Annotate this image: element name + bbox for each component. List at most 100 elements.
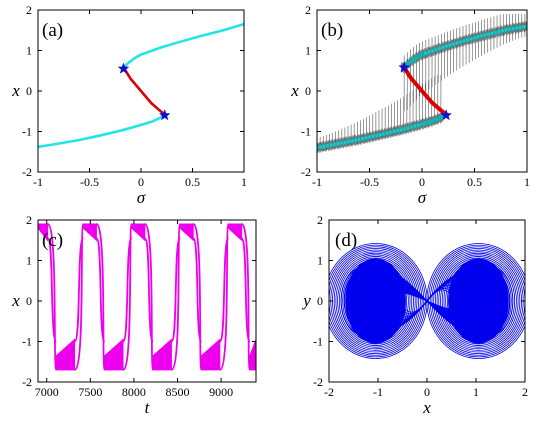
branch-marker	[513, 25, 520, 31]
transition-curve	[46, 223, 58, 371]
branch-marker	[517, 24, 523, 31]
branch-marker	[352, 137, 359, 143]
branch-marker	[422, 50, 429, 56]
x-tick-label: 1	[241, 175, 247, 189]
phase-lobe-fill	[448, 258, 509, 344]
branch-marker	[328, 142, 334, 148]
y-tick-label: -2	[313, 375, 323, 389]
y-tick-label: -1	[301, 125, 311, 139]
phase-lobe	[329, 243, 428, 359]
branch-unstable-middle	[402, 65, 449, 117]
branch-marker	[349, 138, 355, 144]
y-tick-label: 0	[305, 84, 311, 98]
branch-marker	[317, 144, 324, 150]
branch-marker	[373, 132, 380, 139]
x-tick-label: 8000	[122, 385, 146, 399]
phase-lobe	[335, 254, 416, 348]
plot-layer	[329, 243, 525, 359]
branch-marker	[412, 123, 418, 129]
plot-layer	[317, 14, 527, 153]
branch-marker	[471, 35, 478, 41]
low-band	[104, 338, 124, 371]
x-tick-label: 7500	[78, 385, 102, 399]
x-tick-label: 1	[524, 175, 530, 189]
y-tick-label: 2	[317, 213, 323, 227]
branch-marker	[324, 143, 331, 149]
x-tick-label: 7000	[35, 385, 59, 399]
y-tick-label: -1	[22, 125, 32, 139]
x-tick-label: -1	[33, 175, 43, 189]
branch-marker	[317, 145, 320, 151]
branch-marker	[503, 27, 509, 33]
branch-marker	[366, 134, 373, 140]
y-tick-label: 0	[317, 294, 323, 308]
branch-stable-upper	[402, 24, 527, 70]
fold-point-star	[158, 109, 171, 121]
transition-curve	[170, 223, 182, 371]
branch-marker	[443, 43, 450, 49]
phase-lobe	[426, 243, 525, 359]
x-tick-label: -2	[324, 385, 334, 399]
branch-marker	[468, 36, 474, 42]
x-axis-label: t	[145, 398, 151, 417]
phase-lobe	[440, 256, 517, 346]
fold-point-star	[117, 62, 130, 74]
plot-layer	[38, 223, 256, 371]
high-band	[131, 223, 146, 242]
panel-label: (a)	[42, 20, 63, 41]
fold-point-star	[440, 109, 453, 121]
x-tick-label: 0.5	[467, 175, 482, 189]
branch-marker	[394, 128, 401, 134]
branch-stable-lower	[38, 113, 166, 149]
phase-lobe	[329, 247, 423, 355]
fold-point-star	[398, 61, 411, 73]
branch-marker	[475, 34, 481, 40]
x-tick-label: 9000	[209, 385, 233, 399]
plot-layer	[38, 22, 244, 149]
branch-marker	[454, 40, 460, 46]
high-band	[38, 223, 49, 242]
branch-unstable-middle	[122, 66, 166, 116]
y-tick-label: 2	[26, 213, 32, 227]
branch-marker	[492, 29, 499, 36]
branch-marker	[464, 37, 471, 43]
phase-lobe	[329, 246, 425, 356]
branch-marker	[457, 39, 464, 45]
branch-marker	[436, 45, 443, 52]
branch-marker	[478, 33, 485, 39]
branch-marker	[335, 141, 341, 147]
branch-marker	[380, 131, 387, 137]
phase-lobe	[436, 252, 521, 350]
transition-curve	[122, 223, 133, 371]
panel-label: (d)	[335, 230, 357, 251]
y-axis-label: x	[11, 291, 20, 310]
y-tick-label: -2	[22, 165, 32, 179]
branch-marker	[489, 30, 495, 36]
transition-curve	[73, 223, 85, 371]
branch-marker	[384, 130, 390, 136]
panel-d: -2 -1 0 1 2 -2 -1 0 1 2 x y (d)	[301, 213, 528, 417]
x-tick-label: 0	[138, 175, 144, 189]
x-tick-label: -1	[373, 385, 383, 399]
phase-lobe	[431, 247, 525, 355]
branch-marker	[510, 26, 516, 32]
branch-marker	[401, 126, 408, 132]
x-tick-label: 0.5	[185, 175, 200, 189]
branch-marker	[450, 41, 457, 47]
low-band	[152, 338, 172, 371]
panel-label: (b)	[321, 20, 343, 41]
branch-stable-upper	[122, 22, 244, 69]
y-tick-label: 0	[26, 84, 32, 98]
x-tick-label: 1	[473, 385, 479, 399]
high-band	[228, 223, 243, 242]
branch-marker	[356, 137, 362, 143]
phase-lobe	[428, 244, 525, 358]
branch-marker	[485, 31, 492, 37]
branch-marker	[405, 125, 411, 131]
phase-lobe	[338, 257, 413, 345]
transition-curve	[240, 223, 251, 371]
phase-lobe	[438, 254, 519, 348]
